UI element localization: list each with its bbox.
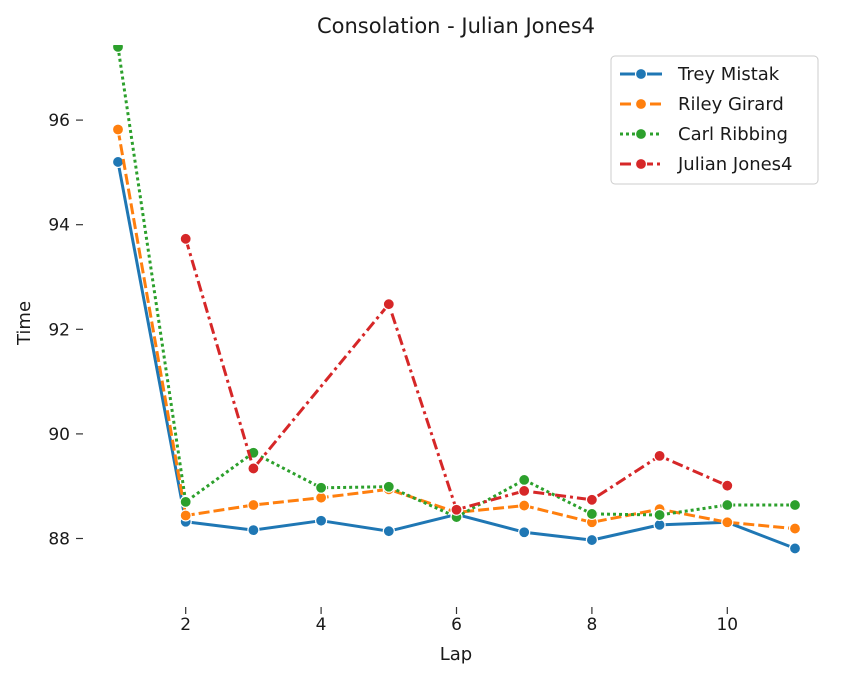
x-tick-label: 4 (316, 615, 327, 635)
series-line (184, 238, 728, 512)
data-point (179, 509, 192, 522)
data-point (315, 481, 328, 494)
data-point (585, 493, 599, 506)
data-point (111, 123, 125, 136)
legend-label: Carl Ribbing (678, 124, 788, 145)
y-axis: 88 90 92 94 96 (48, 111, 83, 550)
y-axis-title: Time (14, 301, 35, 346)
data-point (653, 449, 666, 462)
chart-title: Consolation - Julian Jones4 (317, 14, 595, 38)
x-tick-label: 2 (180, 615, 191, 635)
data-point (721, 516, 734, 529)
x-axis: 2 4 6 8 10 (180, 607, 738, 635)
data-point (382, 525, 395, 538)
data-point (788, 522, 802, 535)
legend-marker (634, 157, 648, 171)
y-tick-label: 94 (48, 216, 70, 236)
data-point (179, 495, 192, 508)
data-point (247, 462, 260, 475)
y-tick-label: 90 (48, 425, 70, 445)
series-3 (179, 232, 734, 516)
data-point (721, 479, 734, 492)
data-point (247, 524, 260, 537)
x-tick-label: 6 (451, 615, 462, 635)
x-axis-title: Lap (440, 644, 472, 665)
plot-area (111, 45, 802, 555)
legend-label: Trey Mistak (677, 64, 780, 85)
data-point (247, 498, 260, 512)
y-tick-label: 96 (48, 111, 70, 131)
data-point (721, 498, 734, 512)
data-point (179, 232, 192, 245)
x-tick-label: 10 (716, 615, 738, 635)
data-point (585, 507, 599, 521)
data-point (653, 508, 666, 522)
data-point (518, 499, 531, 512)
legend-label: Julian Jones4 (677, 154, 793, 175)
series-line (116, 161, 796, 550)
data-point (111, 45, 125, 53)
series-line (116, 129, 796, 531)
data-point (315, 514, 328, 527)
data-point (382, 298, 395, 311)
data-point (518, 484, 531, 498)
data-point (585, 533, 599, 547)
series-0 (111, 155, 802, 555)
x-tick-label: 8 (586, 615, 597, 635)
legend-marker (634, 97, 648, 111)
data-point (788, 498, 802, 512)
legend: Trey Mistak Riley Girard Carl Ribbing Julia… (610, 55, 819, 185)
legend-marker (634, 67, 648, 81)
y-tick-label: 88 (48, 530, 70, 550)
data-point (788, 542, 802, 555)
data-point (382, 480, 395, 493)
data-point (450, 503, 463, 516)
legend-marker (634, 127, 648, 141)
data-point (518, 473, 531, 487)
y-tick-label: 92 (48, 320, 70, 340)
data-point (518, 526, 531, 539)
data-point (111, 155, 125, 169)
legend-label: Riley Girard (678, 94, 784, 115)
legend-box (610, 55, 819, 185)
